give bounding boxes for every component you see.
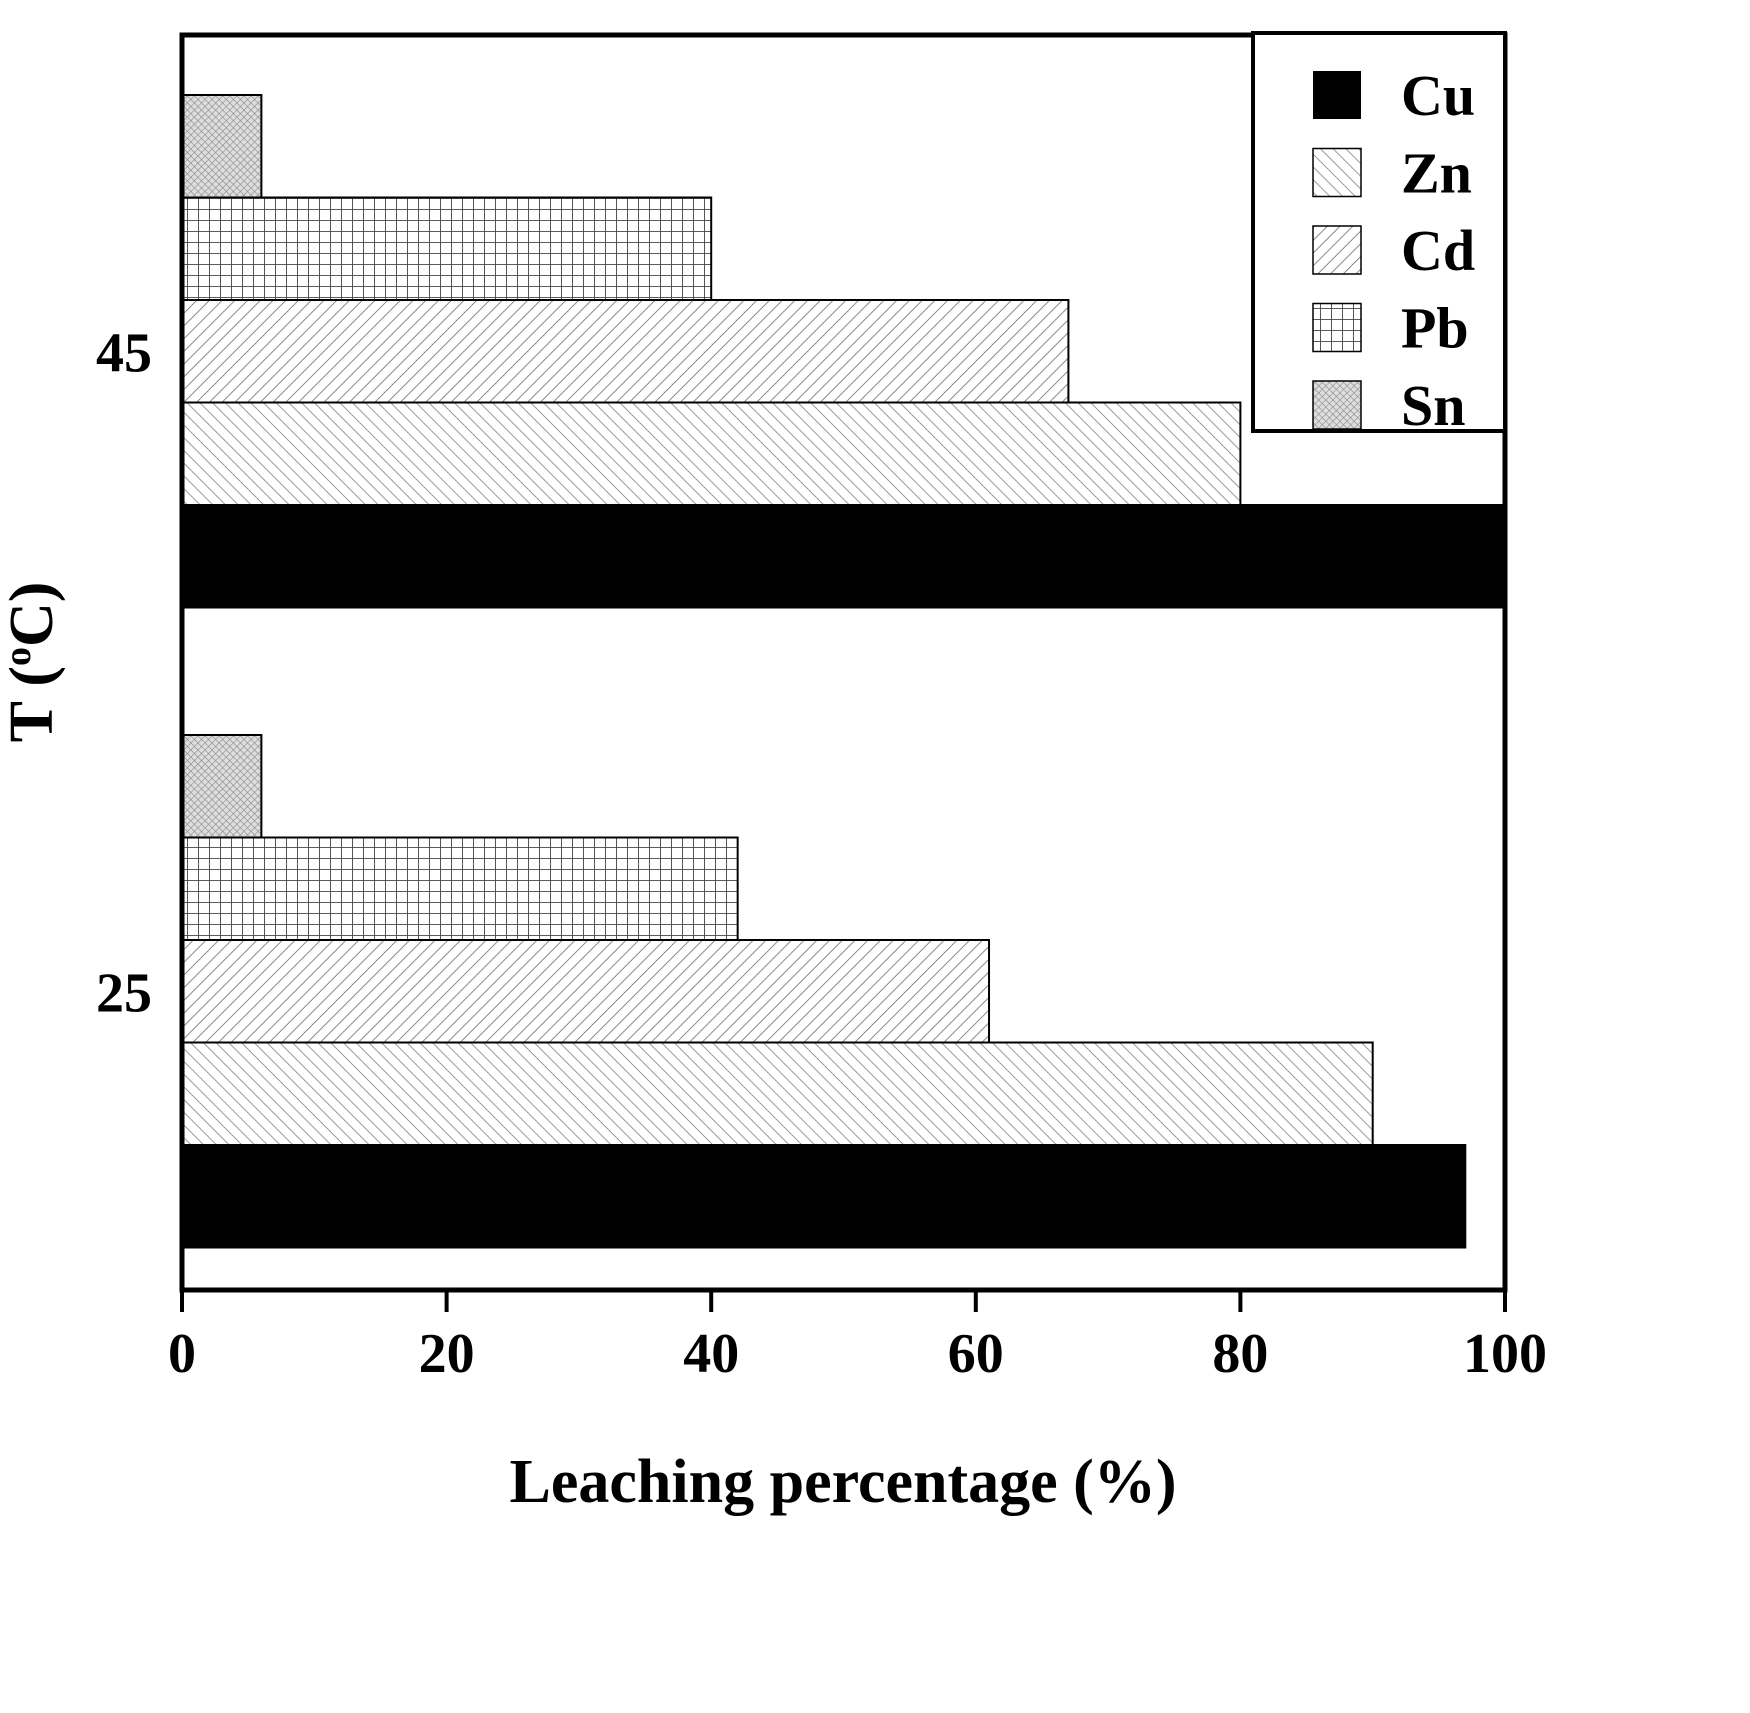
legend-swatch-Cu: [1313, 71, 1361, 119]
bar-Cd-25: [181, 939, 991, 1044]
bar-Pb-45: [181, 196, 713, 301]
y-axis-title: T (oC): [0, 582, 66, 743]
bars-layer: [181, 94, 1506, 1249]
bar-Sn-45: [181, 94, 263, 199]
legend-swatch-Cd: [1312, 225, 1362, 275]
bar-Zn-25: [181, 1041, 1374, 1146]
x-tick-label: 60: [948, 1323, 1004, 1385]
x-tick-label: 80: [1212, 1323, 1268, 1385]
x-tick-label: 40: [683, 1323, 739, 1385]
bar-Sn-25: [181, 734, 263, 839]
bar-Cu-45: [181, 504, 1506, 609]
legend-label-Cu: Cu: [1401, 63, 1475, 128]
legend: Cu Zn Cd Pb Sn: [1251, 31, 1507, 438]
legend-swatch-Zn: [1312, 147, 1362, 198]
x-tick-label: 20: [419, 1323, 475, 1385]
legend-label-Sn: Sn: [1401, 373, 1466, 438]
legend-label-Pb: Pb: [1401, 296, 1469, 361]
legend-swatch-Pb: [1312, 302, 1362, 353]
legend-label-Cd: Cd: [1401, 218, 1475, 283]
bar-Cu-25: [181, 1144, 1467, 1249]
y-tick-label: 45: [96, 322, 152, 384]
x-tick-label: 0: [168, 1323, 196, 1385]
bar-Zn-45: [181, 401, 1242, 506]
bar-Pb-25: [181, 836, 739, 941]
y-axis-ticks: 45 25: [96, 322, 152, 1024]
bar-Cd-45: [181, 299, 1070, 404]
legend-swatch-Sn: [1312, 380, 1362, 430]
legend-box: [1251, 31, 1507, 433]
x-axis-ticks: 0 20 40 60 80 100: [168, 1290, 1547, 1385]
plot-border: [179, 32, 1508, 1293]
y-tick-label: 25: [96, 962, 152, 1024]
legend-label-Zn: Zn: [1401, 141, 1472, 206]
x-axis-title: Leaching percentage (%): [510, 1448, 1177, 1516]
x-tick-label: 100: [1463, 1323, 1547, 1385]
